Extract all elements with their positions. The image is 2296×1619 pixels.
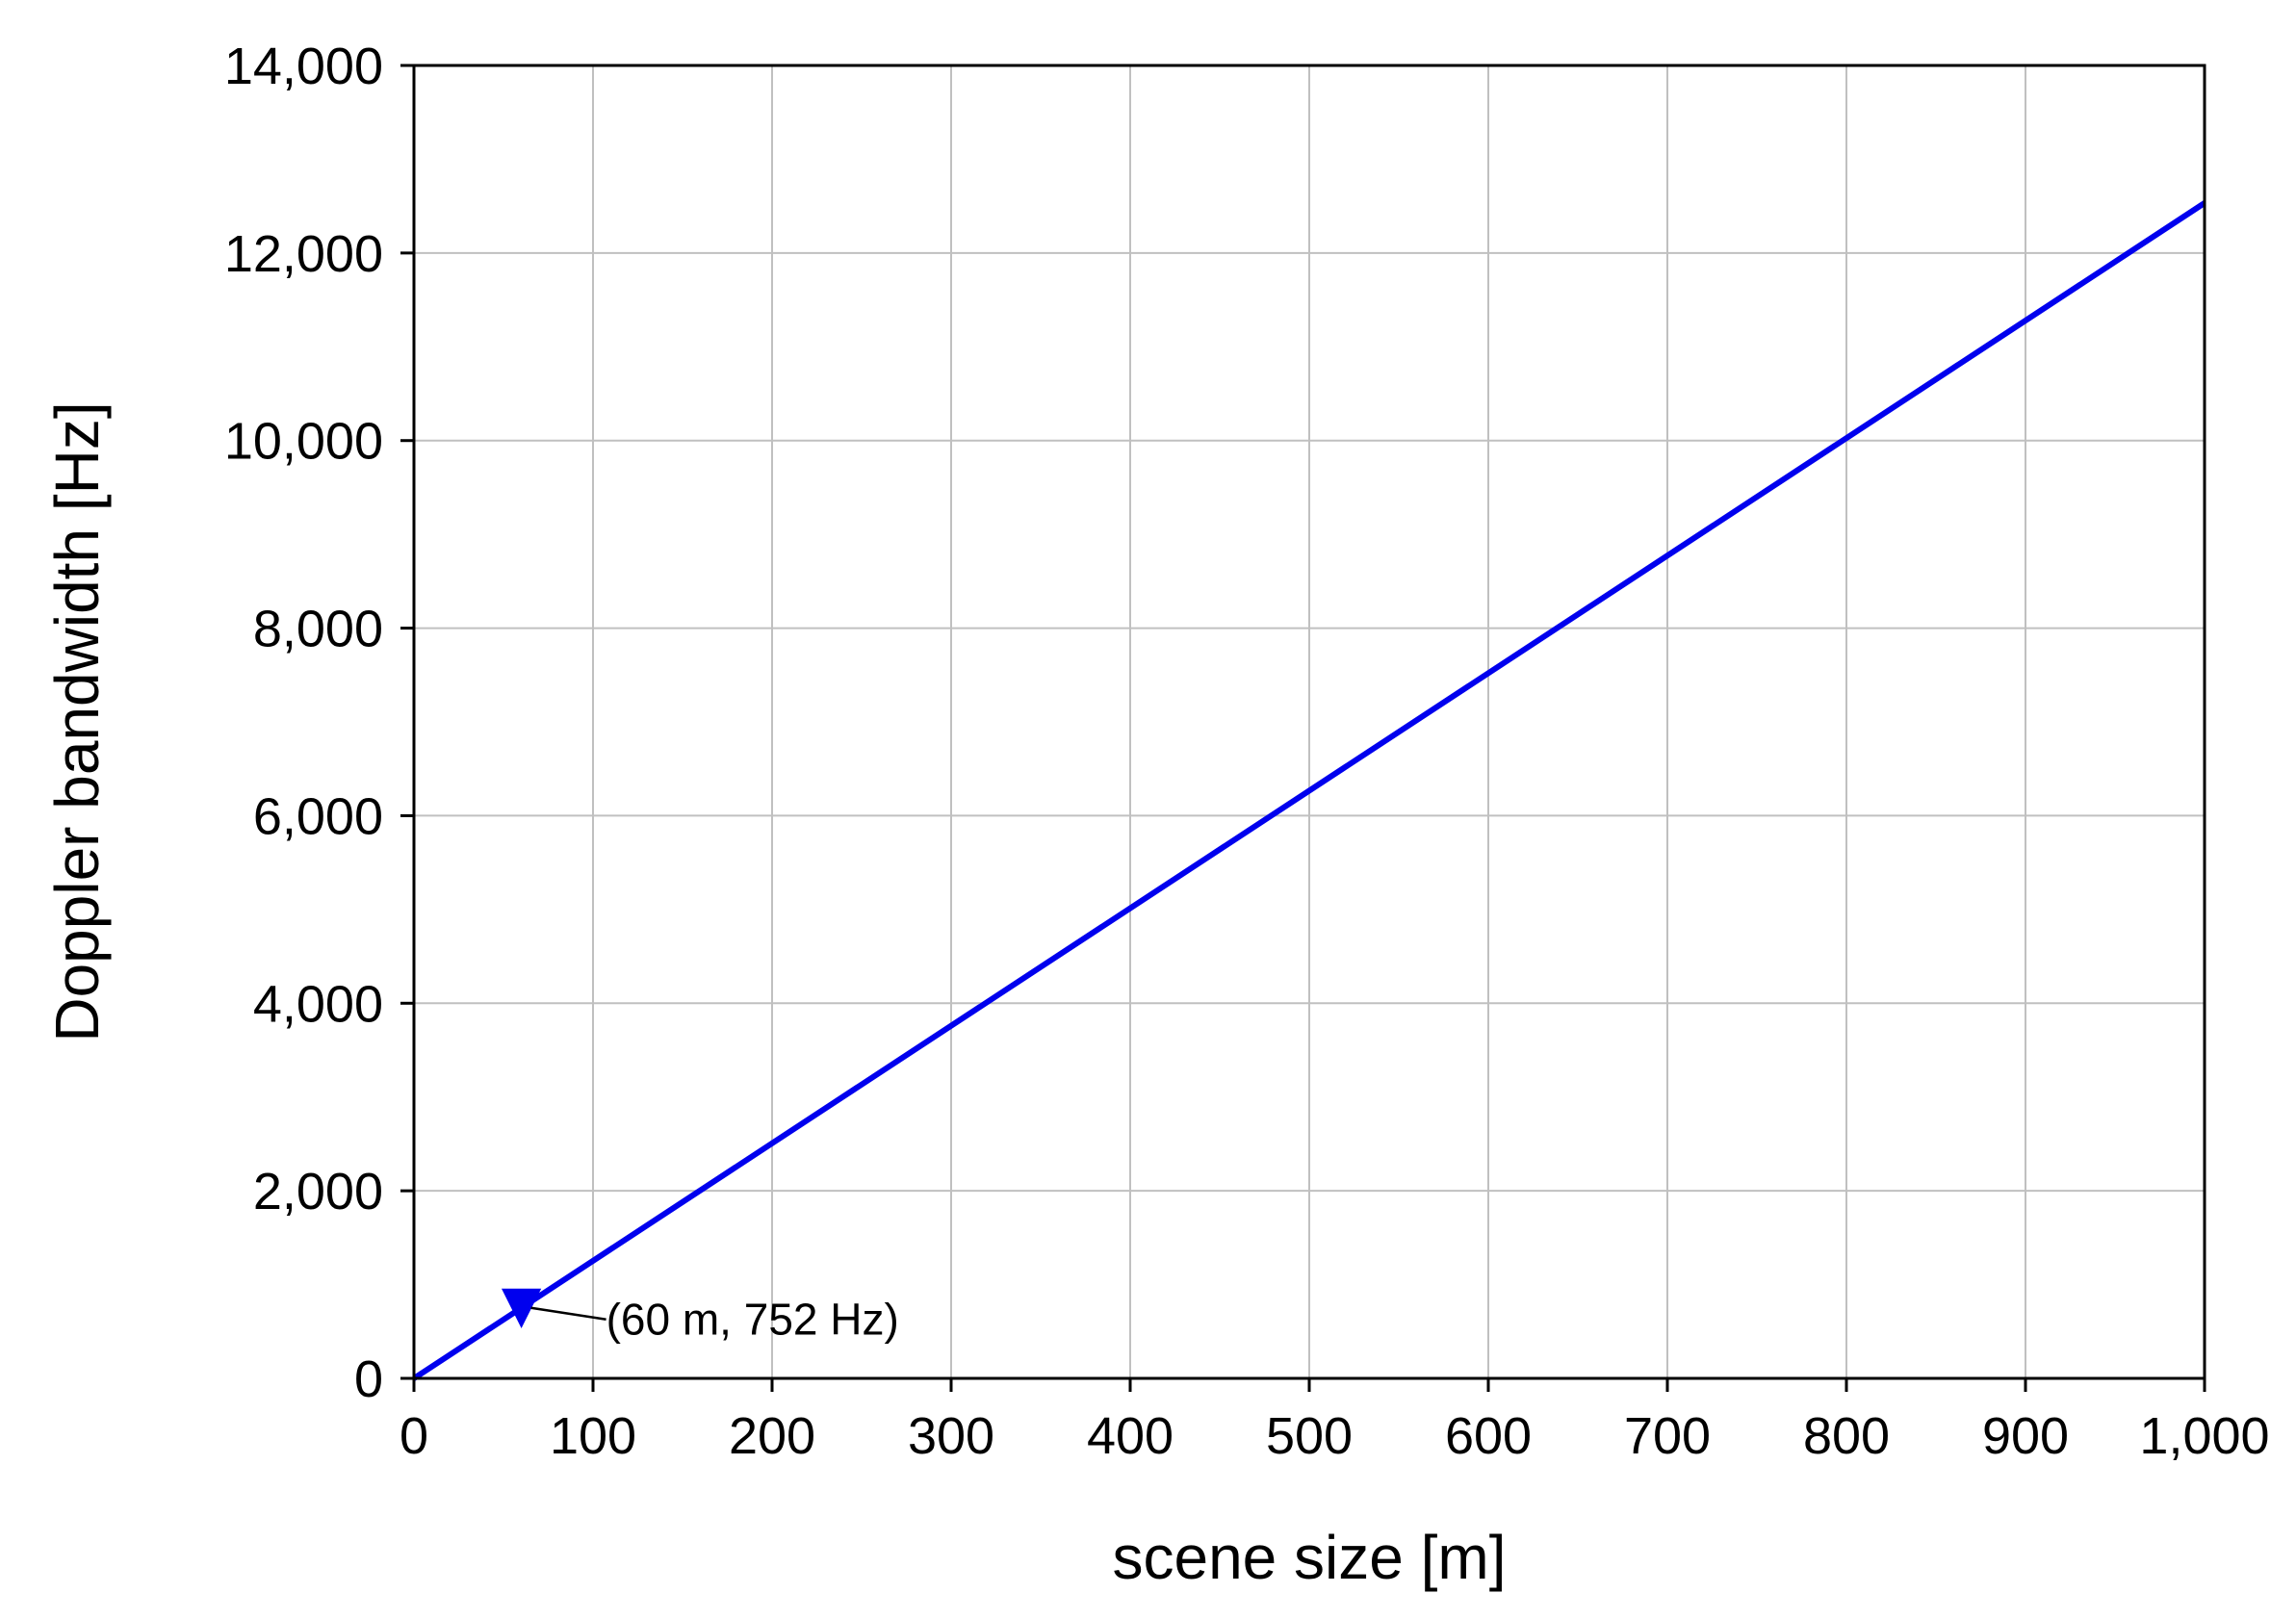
x-tick-label: 400 <box>1087 1407 1174 1465</box>
x-tick-label: 100 <box>550 1407 636 1465</box>
marker-annotation-label: (60 m, 752 Hz) <box>606 1295 899 1345</box>
x-tick-label: 300 <box>908 1407 994 1465</box>
plot-frame <box>412 64 2206 1380</box>
series-line <box>412 200 2206 1381</box>
marker-down-triangle <box>501 1288 542 1328</box>
series <box>412 200 2206 1381</box>
y-axis-ticks: 0 2,000 4,000 6,000 8,000 10,000 12,000 14,000 <box>224 38 414 1408</box>
x-tick-label: 200 <box>729 1407 815 1465</box>
x-axis-ticks: 0 100 200 300 400 500 600 700 800 900 1,000 <box>400 1378 2270 1465</box>
x-tick-label: 600 <box>1445 1407 1532 1465</box>
y-tick-label: 0 <box>354 1350 383 1408</box>
y-tick-label: 14,000 <box>224 38 383 95</box>
x-tick-label: 700 <box>1624 1407 1711 1465</box>
y-tick-label: 6,000 <box>253 787 383 845</box>
grid <box>413 64 2206 1379</box>
markers: (60 m, 752 Hz) <box>501 1288 899 1345</box>
x-axis-title: scene size [m] <box>1112 1523 1506 1592</box>
x-tick-label: 900 <box>1982 1407 2069 1465</box>
x-tick-label: 500 <box>1266 1407 1353 1465</box>
x-tick-label: 1,000 <box>2139 1407 2269 1465</box>
y-tick-label: 10,000 <box>224 413 383 471</box>
y-tick-label: 4,000 <box>253 975 383 1033</box>
y-tick-label: 8,000 <box>253 601 383 658</box>
y-tick-label: 2,000 <box>253 1163 383 1221</box>
y-axis-title: Doppler bandwidth [Hz] <box>42 401 112 1041</box>
x-tick-label: 0 <box>400 1407 428 1465</box>
x-tick-label: 800 <box>1803 1407 1890 1465</box>
y-tick-label: 12,000 <box>224 225 383 283</box>
annotation-leader-line <box>530 1306 606 1321</box>
